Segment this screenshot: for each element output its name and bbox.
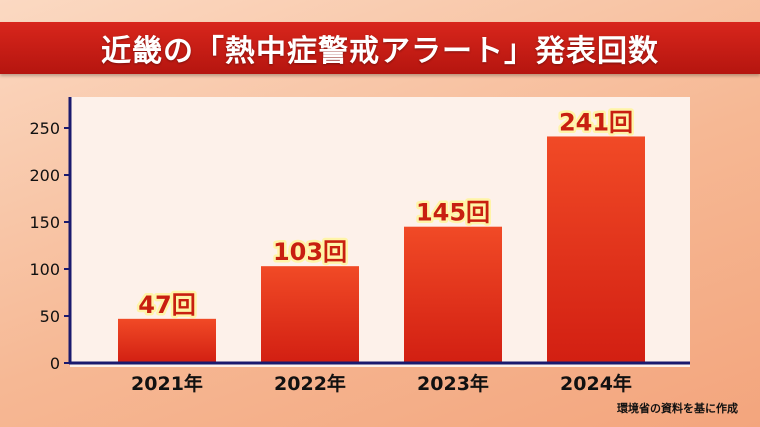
bar-value-label: 103回 — [273, 238, 347, 266]
bar-value-label: 241回 — [559, 108, 633, 136]
bar-value-label: 145回 — [416, 199, 490, 227]
y-tick-label: 0 — [50, 354, 60, 373]
y-tick-label: 150 — [29, 213, 60, 232]
y-tick-label: 200 — [29, 166, 60, 185]
bar — [261, 266, 359, 363]
y-tick-label: 50 — [40, 307, 60, 326]
source-note: 環境省の資料を基に作成 — [617, 402, 738, 415]
y-tick-label: 100 — [29, 260, 60, 279]
title-bar: 近畿の「熱中症警戒アラート」発表回数 — [0, 22, 760, 74]
chart-title: 近畿の「熱中症警戒アラート」発表回数 — [101, 34, 659, 69]
x-category-label: 2023年 — [417, 372, 489, 395]
bar-value-label: 47回 — [138, 291, 195, 319]
x-category-label: 2022年 — [274, 372, 346, 395]
bar — [404, 226, 502, 363]
y-tick-label: 250 — [29, 119, 60, 138]
bar — [547, 136, 645, 363]
bar — [118, 318, 216, 363]
x-category-label: 2021年 — [131, 372, 203, 395]
x-category-label: 2024年 — [560, 372, 632, 395]
